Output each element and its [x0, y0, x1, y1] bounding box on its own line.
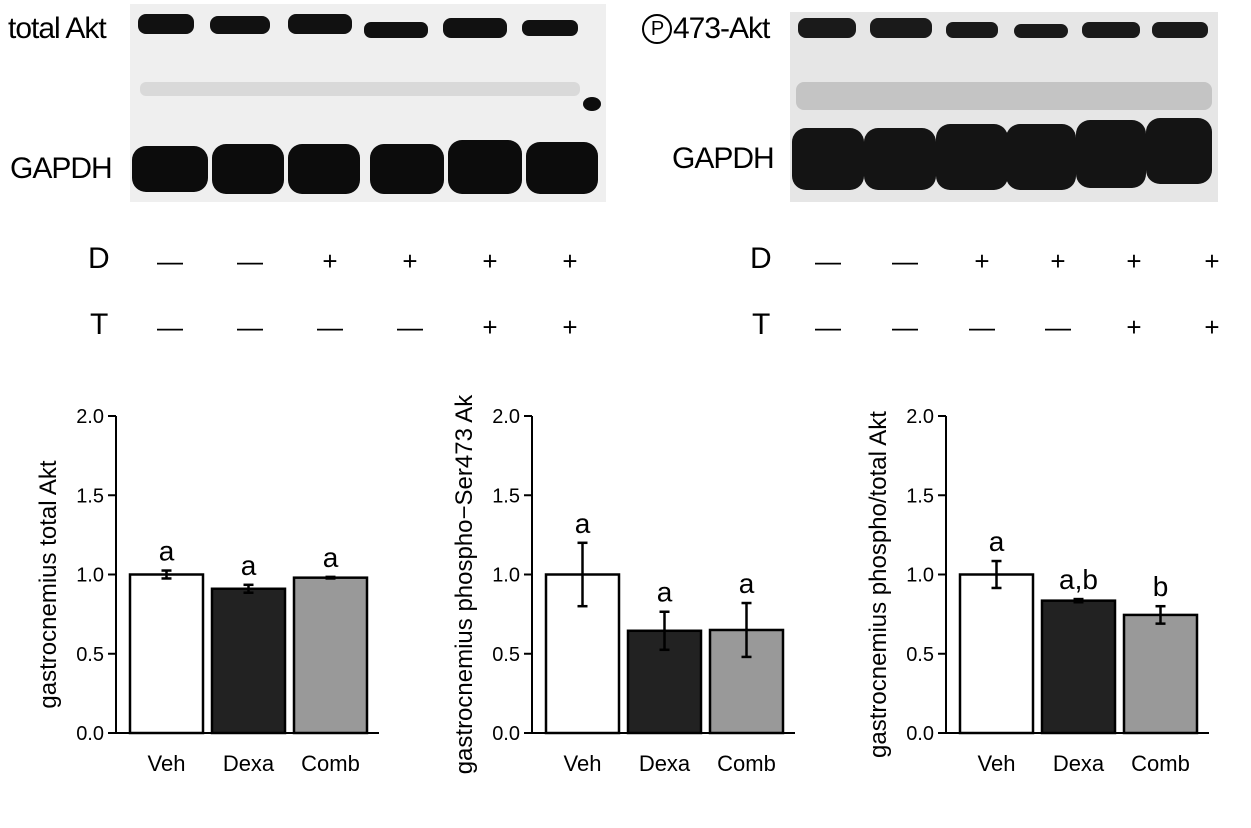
significance-letter: a: [323, 542, 339, 573]
y-tick-label: 1.0: [76, 565, 104, 587]
x-tick-label: Veh: [978, 751, 1016, 776]
y-tick-label: 1.5: [492, 485, 520, 507]
y-tick-label: 2.0: [906, 406, 934, 428]
d-sign-right-1: —: [815, 246, 841, 276]
y-axis-label: gastrocnemius phospho/total Akt: [865, 411, 892, 758]
x-tick-label: Comb: [717, 751, 776, 776]
bar-veh: [958, 573, 1035, 735]
t-sign-left-6: +: [562, 312, 578, 342]
y-tick-label: 0.0: [76, 723, 104, 745]
y-tick-label: 1.5: [76, 485, 104, 507]
t-sign-right-6: +: [1204, 312, 1220, 342]
d-sign-left-5: +: [482, 246, 498, 276]
bar-comb: [292, 576, 369, 735]
row-label-t-right: T: [752, 308, 771, 341]
t-sign-right-3: —: [969, 312, 995, 342]
bar-veh: [128, 573, 205, 735]
d-sign-left-1: —: [157, 246, 183, 276]
western-blot-left: [130, 4, 606, 202]
y-tick-label: 2.0: [492, 406, 520, 428]
significance-letter: a: [159, 536, 175, 567]
significance-letter: a: [989, 526, 1005, 557]
t-sign-left-3: —: [317, 312, 343, 342]
phospho-circle-icon: P: [642, 14, 672, 44]
significance-letter: a: [657, 577, 673, 608]
d-sign-right-3: +: [974, 246, 990, 276]
y-axis-label: gastrocnemius phospho−Ser473 Ak: [451, 394, 478, 775]
x-tick-label: Veh: [148, 751, 186, 776]
d-sign-right-5: +: [1126, 246, 1142, 276]
blot-label-gapdh-right: GAPDH: [672, 142, 775, 175]
d-sign-left-2: —: [237, 246, 263, 276]
row-label-t-left: T: [90, 308, 109, 341]
y-tick-label: 0.5: [76, 644, 104, 666]
bar-dexa: [210, 587, 287, 735]
d-sign-left-4: +: [402, 246, 418, 276]
d-sign-right-4: +: [1050, 246, 1066, 276]
d-sign-right-6: +: [1204, 246, 1220, 276]
y-tick-label: 0.5: [492, 644, 520, 666]
y-tick-label: 0.0: [906, 723, 934, 745]
y-tick-label: 2.0: [76, 406, 104, 428]
x-tick-label: Veh: [564, 751, 602, 776]
blot-label-gapdh-left: GAPDH: [10, 152, 113, 185]
x-tick-label: Dexa: [639, 751, 691, 776]
d-sign-right-2: —: [892, 246, 918, 276]
t-sign-right-1: —: [815, 312, 841, 342]
y-tick-label: 0.5: [906, 644, 934, 666]
y-tick-label: 0.0: [492, 723, 520, 745]
significance-letter: a: [575, 508, 591, 539]
western-blot-right: [790, 12, 1218, 202]
significance-letter: a: [739, 568, 755, 599]
significance-letter: a,b: [1059, 564, 1098, 595]
y-tick-label: 1.0: [492, 565, 520, 587]
t-sign-left-4: —: [397, 312, 423, 342]
x-tick-label: Dexa: [223, 751, 275, 776]
y-tick-label: 1.0: [906, 565, 934, 587]
bar-comb: [1122, 613, 1199, 735]
t-sign-right-2: —: [892, 312, 918, 342]
d-sign-left-3: +: [322, 246, 338, 276]
x-tick-label: Dexa: [1053, 751, 1105, 776]
t-sign-left-2: —: [237, 312, 263, 342]
row-label-d-right: D: [750, 242, 772, 275]
blot-label-473-akt-text: 473-Akt: [673, 12, 770, 45]
x-tick-label: Comb: [301, 751, 360, 776]
blot-label-p473-akt: P 473-Akt: [642, 12, 770, 46]
x-tick-label: Comb: [1131, 751, 1190, 776]
y-tick-label: 1.5: [906, 485, 934, 507]
row-label-d-left: D: [88, 242, 110, 275]
t-sign-left-1: —: [157, 312, 183, 342]
y-axis-label: gastrocnemius total Akt: [35, 460, 62, 708]
t-sign-right-4: —: [1045, 312, 1071, 342]
bar-dexa: [1040, 599, 1117, 735]
blot-label-total-akt: total Akt: [8, 12, 107, 45]
significance-letter: a: [241, 550, 257, 581]
t-sign-left-5: +: [482, 312, 498, 342]
significance-letter: b: [1153, 571, 1169, 602]
t-sign-right-5: +: [1126, 312, 1142, 342]
d-sign-left-6: +: [562, 246, 578, 276]
